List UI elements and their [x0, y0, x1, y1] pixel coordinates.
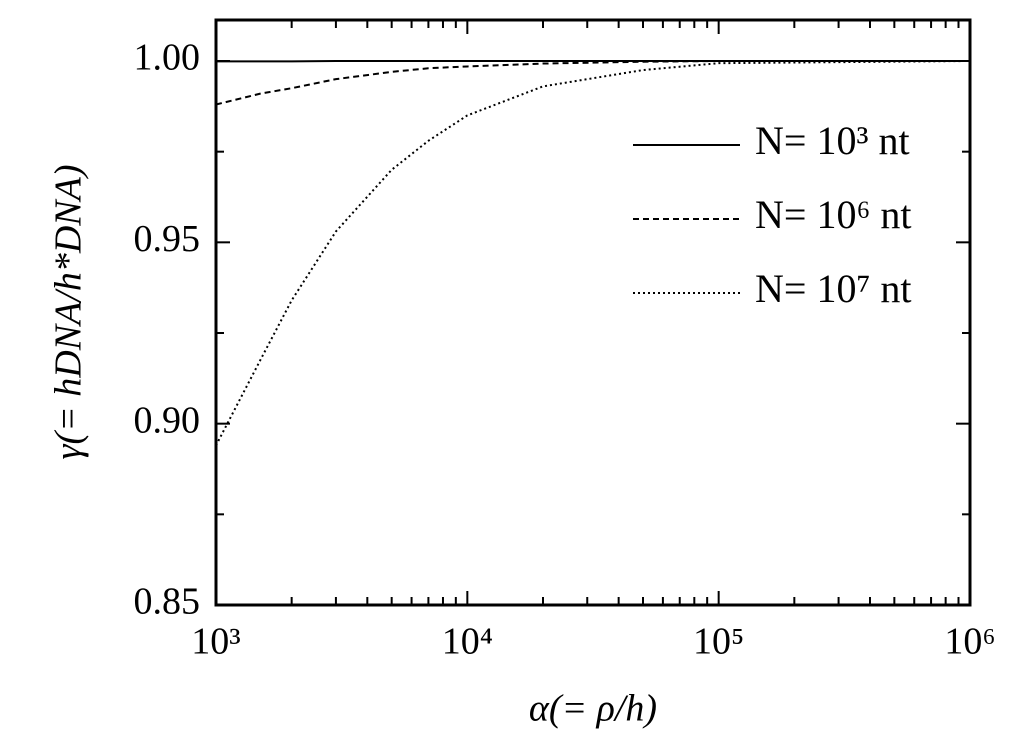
y-tick-label: 0.85 — [134, 581, 201, 623]
legend-label: N= 10⁷ nt — [755, 266, 912, 311]
y-tick-label: 1.00 — [134, 37, 201, 79]
x-tick-label: 10⁴ — [442, 621, 493, 663]
x-axis-label: α(= ρ/h) — [529, 688, 657, 730]
x-tick-label: 10⁵ — [693, 621, 744, 663]
plot-frame — [214, 18, 972, 607]
legend-label: N= 10³ nt — [755, 118, 910, 163]
line-series — [215, 60, 971, 446]
line-series — [215, 60, 970, 106]
x-tick-label: 10³ — [191, 621, 240, 663]
y-tick-label: 0.95 — [134, 218, 201, 260]
y-tick-label: 0.90 — [134, 399, 201, 441]
legend-label: N= 10⁶ nt — [755, 192, 912, 237]
y-axis-label: γ(= hDNA/h*DNA) — [48, 165, 90, 460]
x-tick-label: 10⁶ — [944, 621, 995, 663]
